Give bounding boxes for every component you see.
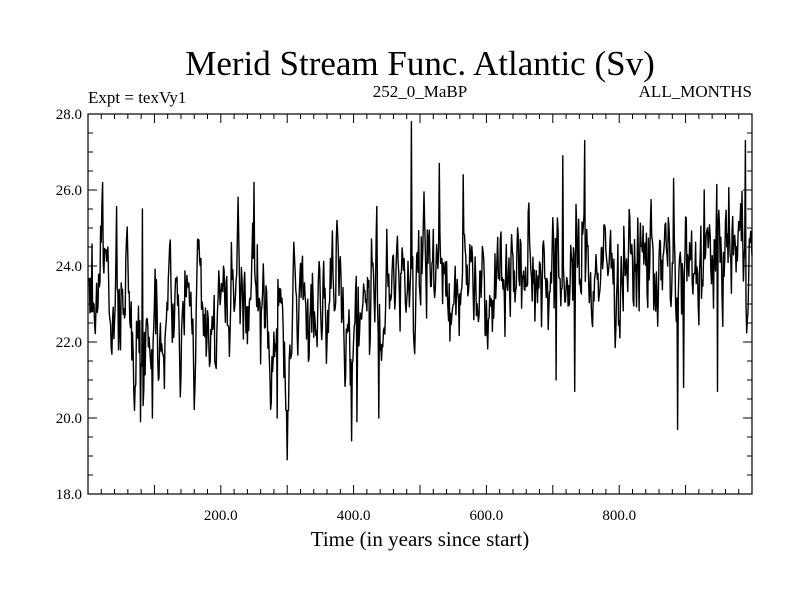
y-tick-labels: 18.0 20.0 22.0 24.0 26.0 28.0 (56, 107, 82, 503)
y-tick-label: 20.0 (56, 411, 82, 427)
x-tick-label: 800.0 (602, 508, 636, 524)
data-series-line (88, 120, 753, 461)
x-tick-label: 200.0 (204, 508, 238, 524)
y-tick-label: 24.0 (56, 259, 82, 275)
y-tick-label: 28.0 (56, 107, 82, 123)
x-tick-label: 400.0 (337, 508, 371, 524)
x-tick-label: 600.0 (470, 508, 504, 524)
y-tick-label: 18.0 (56, 487, 82, 503)
chart-subtitle-left: Expt = texVy1 (88, 88, 186, 107)
x-tick-labels: 200.0 400.0 600.0 800.0 (204, 508, 636, 524)
chart-subtitle-right: ALL_MONTHS (639, 82, 752, 101)
chart-subtitle-center: 252_0_MaBP (373, 82, 467, 101)
chart-title: Merid Stream Func. Atlantic (Sv) (185, 44, 655, 83)
x-axis-label: Time (in years since start) (311, 527, 530, 551)
y-tick-label: 26.0 (56, 183, 82, 199)
y-tick-label: 22.0 (56, 335, 82, 351)
plot-frame (87, 113, 753, 495)
